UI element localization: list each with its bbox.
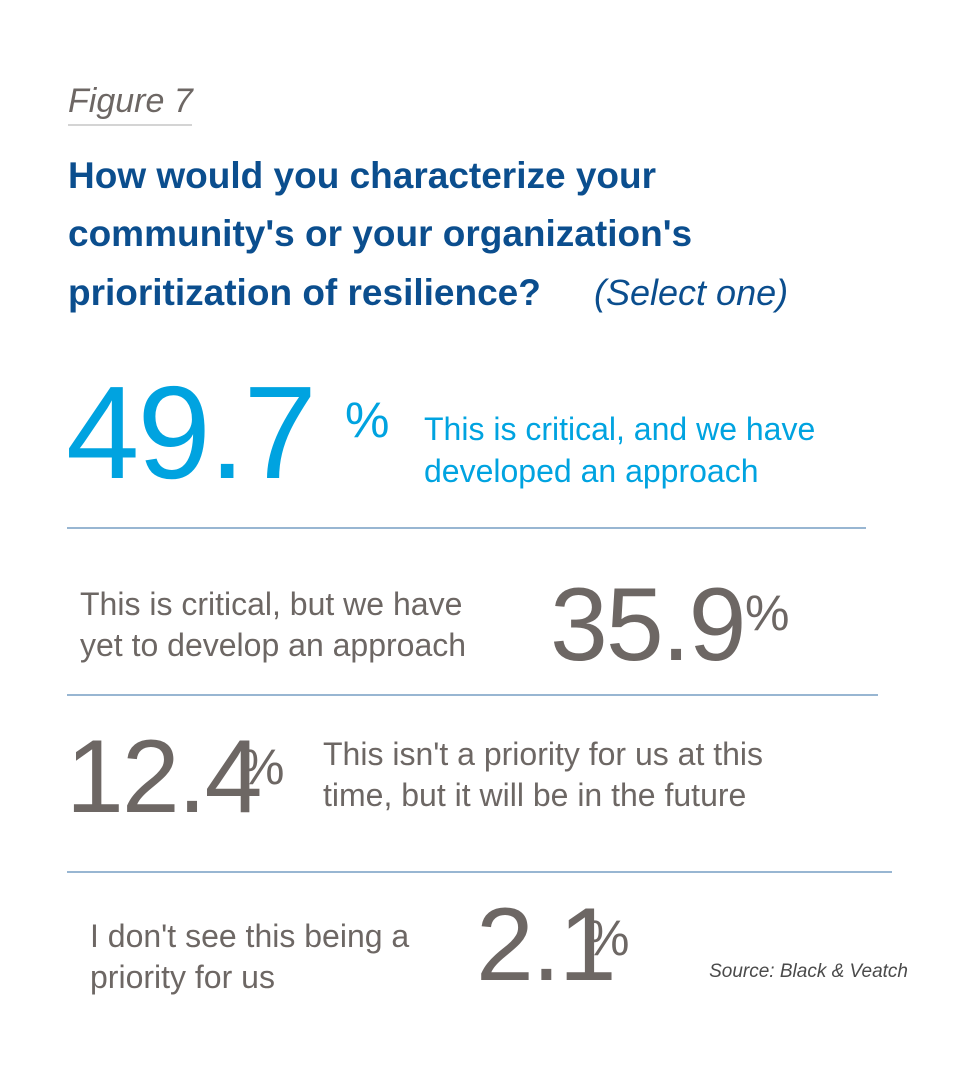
- unit: %: [745, 585, 789, 641]
- unit: %: [345, 392, 389, 448]
- title-note: (Select one): [594, 272, 788, 313]
- label-line: yet to develop an approach: [80, 627, 466, 663]
- label-line: time, but it will be in the future: [323, 777, 746, 813]
- title-line: prioritization of resilience?: [68, 272, 541, 313]
- value: 35.9: [550, 567, 744, 683]
- title-line: How would you characterize your: [68, 155, 656, 196]
- label-line: This is critical, and we have: [424, 411, 815, 447]
- label-line: developed an approach: [424, 453, 759, 489]
- title-line: community's or your organization's: [68, 213, 692, 254]
- unit: %: [240, 739, 284, 795]
- source: Source: Black & Veatch: [709, 961, 908, 982]
- label-line: I don't see this being a: [90, 918, 409, 954]
- unit: %: [585, 910, 629, 966]
- label-line: This isn't a priority for us at this: [323, 736, 763, 772]
- value: 49.7: [66, 359, 315, 506]
- figure-label: Figure 7: [68, 82, 194, 120]
- value: 2.1: [476, 887, 615, 1003]
- label-line: priority for us: [90, 959, 275, 995]
- value: 12.4: [66, 719, 260, 835]
- label-line: This is critical, but we have: [80, 586, 462, 622]
